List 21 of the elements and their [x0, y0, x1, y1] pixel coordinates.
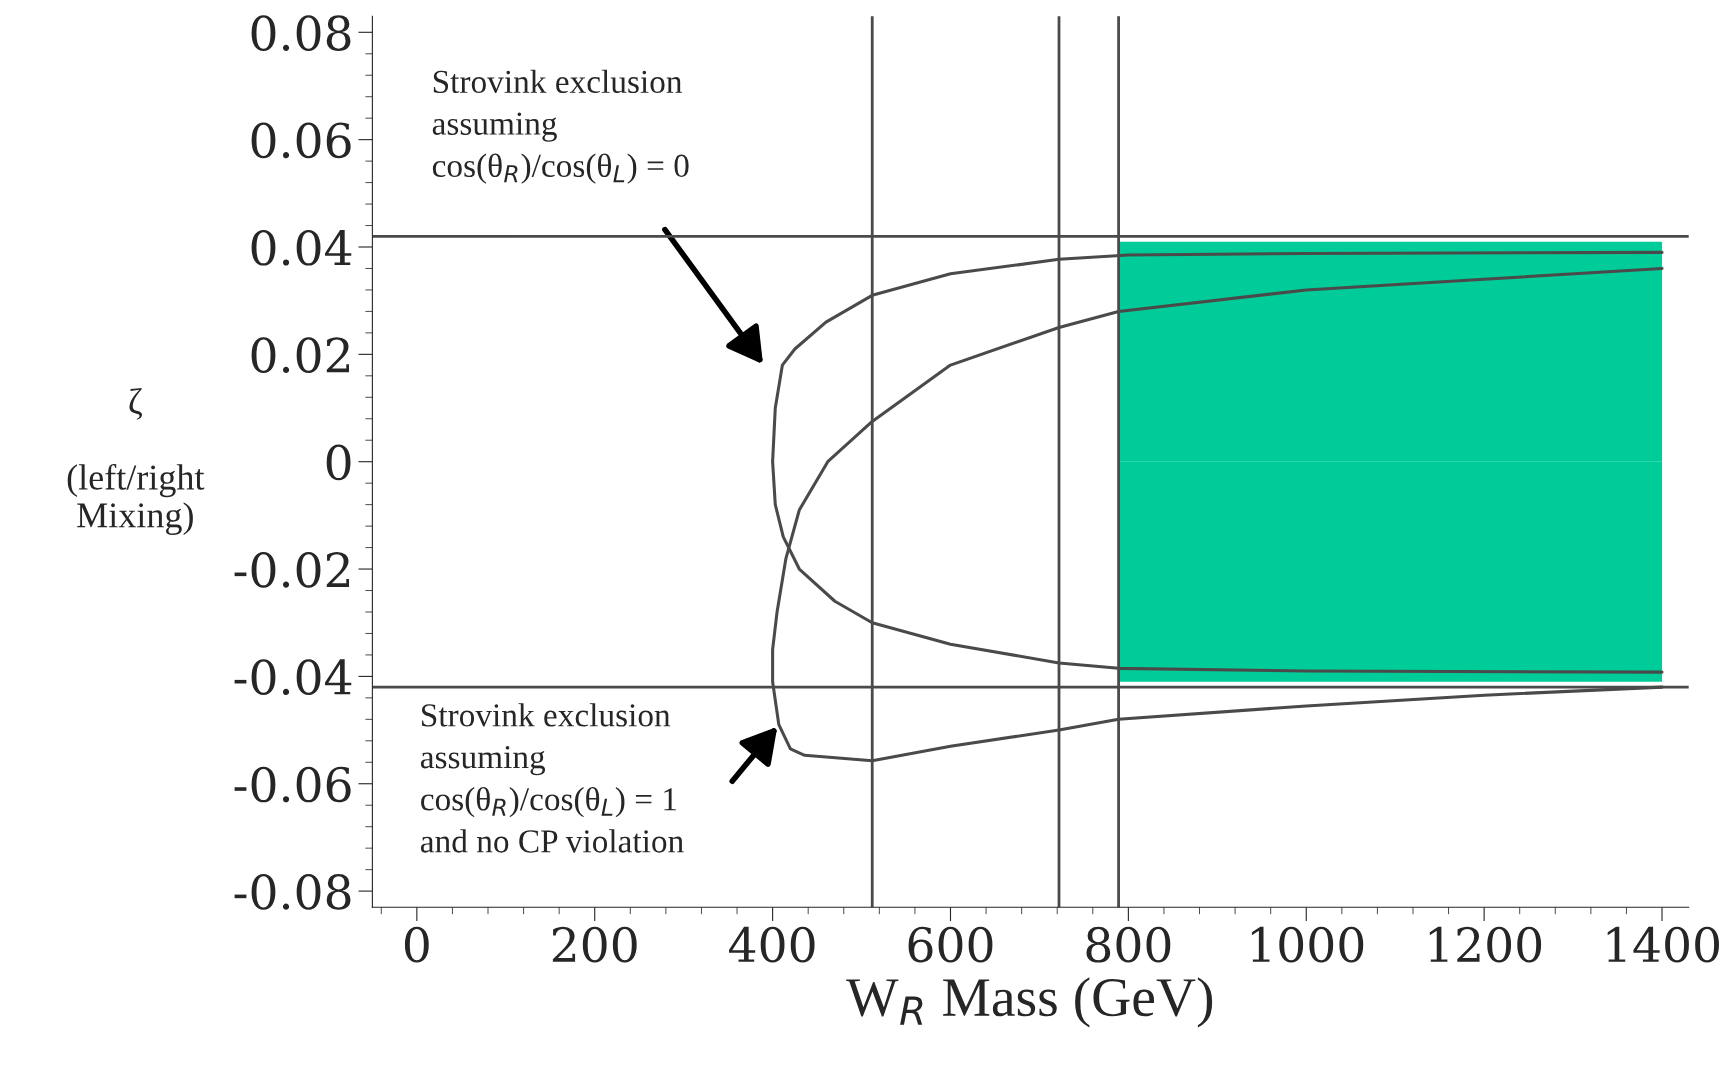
x-tick-label: 400: [729, 926, 815, 963]
x-tick-label: 800: [1086, 926, 1171, 963]
y-tick-label: 0: [326, 444, 351, 481]
y-tick-label: 0.08: [251, 15, 351, 51]
x-tick-label: 0: [404, 926, 429, 963]
text: ζ (left/right Mixing): [67, 388, 205, 536]
y-tick-label: -0.08: [234, 873, 351, 910]
x-tick-label: 1400: [1607, 926, 1719, 963]
y-tick-label: 0.06: [251, 122, 351, 159]
y-tick-label: 0.04: [251, 229, 352, 266]
y-tick-label: -0.02: [234, 551, 349, 588]
x-tick-label: 200: [552, 926, 637, 963]
y-tick-label: 0.02: [251, 337, 349, 373]
x-tick-label: 600: [908, 926, 993, 963]
x-axis-title: W$_{R}$ Mass (GeV): [846, 977, 1213, 1028]
annotation: Strovink exclusion assuming cos(θ$_{R}$)/cos(θ$_{L}$) = 1 and no CP violation: [420, 703, 684, 853]
y-tick-label: -0.04: [234, 659, 352, 696]
x-tick-label: 1000: [1251, 926, 1364, 963]
y-tick-label: -0.06: [234, 766, 351, 803]
annotation: Strovink exclusion assuming cos(θ$_{R}$)/cos(θ$_{L}$) = 0: [432, 69, 689, 184]
x-tick-label: 1200: [1429, 926, 1542, 963]
